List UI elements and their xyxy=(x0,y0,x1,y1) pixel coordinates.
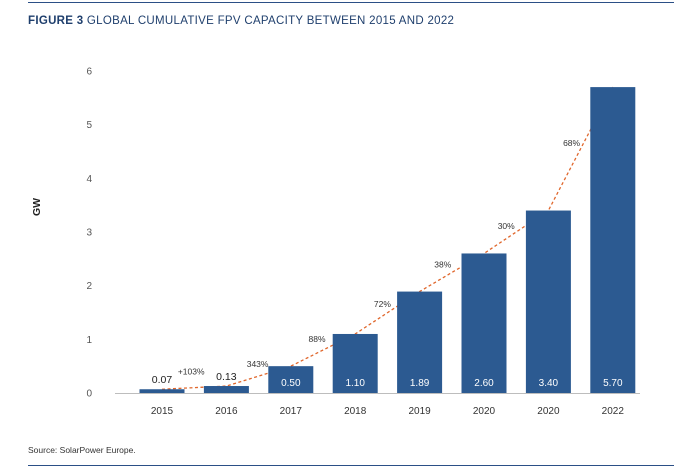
growth-label: 68% xyxy=(563,138,580,148)
x-tick-label: 2018 xyxy=(344,406,367,417)
bar-2020 xyxy=(525,210,571,393)
source-note: Source: SolarPower Europe. xyxy=(28,445,136,455)
growth-label: 88% xyxy=(308,334,325,344)
top-rule xyxy=(28,2,674,3)
y-tick-label: 1 xyxy=(86,335,92,346)
bar-2018 xyxy=(332,333,378,393)
y-tick-label: 3 xyxy=(86,228,92,239)
bar-value-label: 2.60 xyxy=(474,378,494,389)
x-tick-label: 2016 xyxy=(215,406,238,417)
growth-label: 30% xyxy=(498,221,515,231)
bar-value-label: 1.10 xyxy=(345,378,365,389)
bar-2019 xyxy=(397,291,443,393)
x-tick-label: 2020 xyxy=(473,406,496,417)
growth-label: +103% xyxy=(178,367,205,377)
y-tick-label: 0 xyxy=(86,389,92,400)
x-tick-label: 2020 xyxy=(537,406,560,417)
bottom-rule xyxy=(28,465,674,466)
bar-chart: 0 1 2 3 4 5 6 GW 2015 0.07 2016 0.13 2017 0.50 2018 1.1… xyxy=(31,67,640,417)
bar-value-label: 5.70 xyxy=(603,378,623,389)
bar-2015 xyxy=(139,389,185,393)
figure-label: FIGURE 3 xyxy=(28,15,84,27)
bar-2022 xyxy=(590,87,636,393)
bar-value-label: 3.40 xyxy=(539,378,559,389)
x-tick-label: 2019 xyxy=(408,406,431,417)
x-tick-label: 2017 xyxy=(280,406,303,417)
y-tick-label: 5 xyxy=(86,120,92,131)
figure-title-text: GLOBAL CUMULATIVE FPV CAPACITY BETWEEN 2… xyxy=(83,15,455,27)
bar-value-label: 0.13 xyxy=(216,371,237,383)
growth-label: 38% xyxy=(434,260,451,270)
growth-label: 343% xyxy=(247,359,269,369)
growth-label: 72% xyxy=(374,299,391,309)
y-tick-label: 2 xyxy=(86,281,92,292)
bar-value-label: 1.89 xyxy=(410,378,430,389)
bar-2017 xyxy=(268,366,314,393)
bar-2016 xyxy=(203,386,249,393)
y-tick-label: 6 xyxy=(86,67,92,78)
x-tick-label: 2015 xyxy=(151,406,174,417)
y-tick-label: 4 xyxy=(86,174,92,185)
bar-value-label: 0.50 xyxy=(281,378,301,389)
bar-2020 xyxy=(461,253,507,393)
bar-value-label: 0.07 xyxy=(152,374,173,386)
figure-title: FIGURE 3 GLOBAL CUMULATIVE FPV CAPACITY … xyxy=(28,15,454,27)
x-tick-label: 2022 xyxy=(602,406,625,417)
y-axis-label: GW xyxy=(31,198,43,216)
